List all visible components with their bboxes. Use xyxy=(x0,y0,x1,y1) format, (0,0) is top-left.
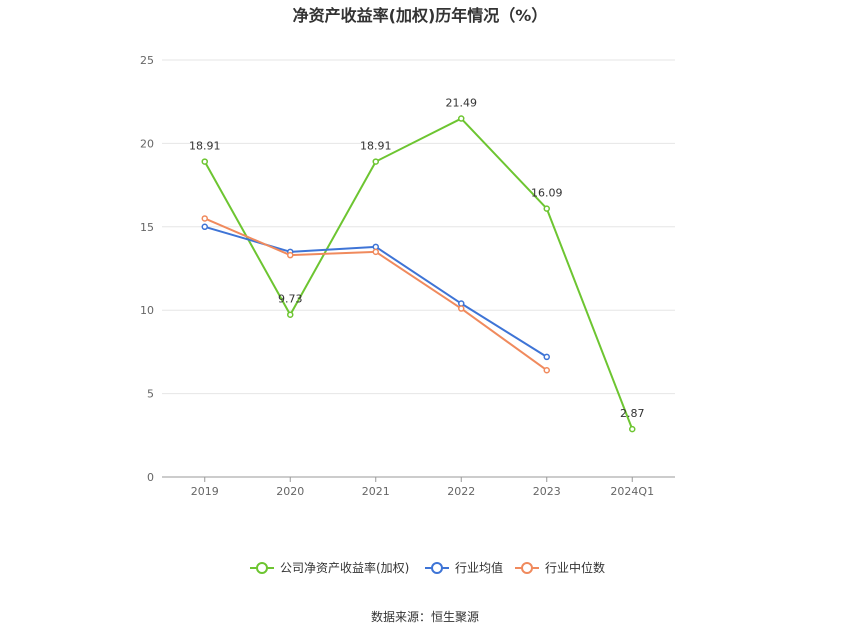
data-label: 16.09 xyxy=(531,187,563,200)
data-point xyxy=(372,243,379,251)
data-point xyxy=(543,366,550,374)
legend-label: 行业中位数 xyxy=(545,560,605,575)
x-tick-label: 2024Q1 xyxy=(610,485,654,498)
y-tick-label: 0 xyxy=(147,471,154,484)
legend-item: 公司净资产收益率(加权) xyxy=(250,560,409,575)
data-point xyxy=(543,353,550,361)
series-line-2 xyxy=(204,217,548,372)
legend-item: 行业中位数 xyxy=(515,560,605,575)
data-point xyxy=(458,115,465,122)
x-tick-label: 2023 xyxy=(533,485,561,498)
data-point xyxy=(201,215,208,222)
data-point xyxy=(201,158,208,165)
y-tick-label: 25 xyxy=(140,54,154,67)
legend-label: 行业均值 xyxy=(455,560,503,575)
data-point xyxy=(201,223,208,231)
y-tick-label: 5 xyxy=(147,388,154,401)
legend-swatch-marker xyxy=(431,562,443,574)
series-line-0 xyxy=(203,117,634,430)
x-axis: 2019 2020 2021 2022 2023 2024Q1 xyxy=(162,476,675,498)
source-note: 数据来源：恒生聚源 xyxy=(371,609,479,624)
y-tick-label: 20 xyxy=(140,137,154,150)
data-labels: 18.91 9.73 18.91 21.49 16.09 2.87 xyxy=(189,97,645,421)
data-point xyxy=(372,248,379,256)
x-tick-label: 2021 xyxy=(362,485,390,498)
legend-item: 行业均值 xyxy=(425,560,503,575)
legend: 公司净资产收益率(加权) 行业均值 行业中位数 xyxy=(250,560,605,575)
chart-title: 净资产收益率(加权)历年情况（%） xyxy=(293,6,548,25)
data-label: 18.91 xyxy=(189,140,221,153)
data-point xyxy=(458,300,465,307)
grid-lines xyxy=(162,59,675,395)
data-point xyxy=(287,311,294,318)
x-tick-label: 2022 xyxy=(447,485,475,498)
data-label: 2.87 xyxy=(620,407,645,420)
y-axis: 0 5 10 15 20 25 xyxy=(140,54,154,484)
x-tick-label: 2020 xyxy=(276,485,304,498)
y-tick-label: 15 xyxy=(140,221,154,234)
x-tick-label: 2019 xyxy=(191,485,219,498)
data-point xyxy=(543,205,550,212)
y-tick-label: 10 xyxy=(140,304,154,317)
data-point xyxy=(287,251,294,259)
data-label: 18.91 xyxy=(360,140,392,153)
data-label: 21.49 xyxy=(446,97,478,110)
data-point xyxy=(372,158,379,165)
series-layer xyxy=(201,115,636,433)
legend-swatch-marker xyxy=(256,562,268,574)
legend-swatch-marker xyxy=(521,562,533,574)
data-point xyxy=(458,305,465,312)
data-label: 9.73 xyxy=(278,293,303,306)
data-point xyxy=(629,425,636,433)
legend-label: 公司净资产收益率(加权) xyxy=(280,560,409,575)
